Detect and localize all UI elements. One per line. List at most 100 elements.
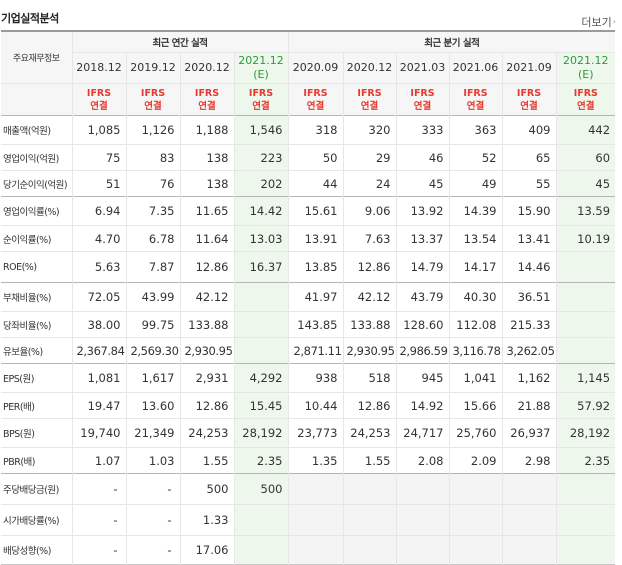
value-cell xyxy=(448,473,502,505)
ifrs-label: IFRS xyxy=(86,87,112,99)
consolidated-label: 연결 xyxy=(360,100,379,112)
value-cell: 16.37 xyxy=(233,251,288,283)
value-cell: 40.30 xyxy=(448,282,502,312)
estimate-marker: (E) xyxy=(253,68,269,81)
table-row: 매출액(억원) 1,085 1,126 1,188 1,546 318 320 333 363 4… xyxy=(1,115,616,145)
period-header: 2020.12 xyxy=(342,52,396,84)
value-cell: 138 xyxy=(179,170,234,197)
value-cell: 4,292 xyxy=(233,363,288,393)
value-cell: 15.61 xyxy=(287,196,343,226)
value-cell: 75 xyxy=(71,144,126,171)
value-cell: 13.92 xyxy=(395,196,449,226)
value-cell: 14.39 xyxy=(448,196,502,226)
value-cell: 41.97 xyxy=(287,282,343,312)
value-cell: 1.33 xyxy=(179,504,234,536)
table-row: 영업이익률(%) 6.94 7.35 11.65 14.42 15.61 9.06 13.92… xyxy=(1,196,616,226)
value-cell: 83 xyxy=(125,144,180,171)
value-cell: 133.88 xyxy=(342,311,396,338)
group-header-row: 주요재무정보 최근 연간 실적 최근 분기 실적 xyxy=(1,30,616,84)
quarter-group-header: 최근 분기 실적 xyxy=(287,30,616,53)
ifrs-label-cell xyxy=(1,83,72,116)
table-row: EPS(원) 1,081 1,617 2,931 4,292 938 518 945 1,041… xyxy=(1,363,616,393)
chevron-right-icon: › xyxy=(612,17,616,26)
value-cell xyxy=(342,473,396,505)
consolidated-label: 연결 xyxy=(252,100,270,112)
value-cell: 12.86 xyxy=(179,251,234,283)
value-cell: 57.92 xyxy=(555,392,616,419)
consolidated-label: 연결 xyxy=(144,100,162,112)
table-row: PBR(배) 1.07 1.03 1.55 2.35 1.35 1.55 2.08 2.09 2.… xyxy=(1,447,616,474)
value-cell: 333 xyxy=(395,115,449,145)
row-label: PER(배) xyxy=(1,392,72,419)
value-cell: 24 xyxy=(342,170,396,197)
value-cell xyxy=(233,282,288,312)
ifrs-header: IFRS 연결 xyxy=(448,83,502,116)
more-link[interactable]: 더보기› xyxy=(581,14,616,30)
value-cell: - xyxy=(71,535,126,565)
period-header: 2018.12 xyxy=(71,52,126,84)
value-cell: 14.17 xyxy=(448,251,502,283)
value-cell: 1,546 xyxy=(233,115,288,145)
value-cell: 13.03 xyxy=(233,225,288,252)
value-cell xyxy=(501,473,556,505)
table-row: 순이익률(%) 4.70 6.78 11.64 13.03 13.91 7.63 13.37 1… xyxy=(1,225,616,252)
value-cell: 215.33 xyxy=(501,311,556,338)
ifrs-label: IFRS xyxy=(573,87,598,99)
period-header-row: 2018.12 2019.12 2020.12 2021.12 (E) 2020.09 20… xyxy=(1,52,616,84)
table-row: PER(배) 19.47 13.60 12.86 15.45 10.44 12.86 14.9… xyxy=(1,392,616,419)
value-cell xyxy=(287,504,343,536)
value-cell: 1,081 xyxy=(71,363,126,393)
value-cell xyxy=(233,311,288,338)
consolidated-label: 연결 xyxy=(413,100,432,112)
value-cell: 2,930.95 xyxy=(179,337,234,364)
value-cell: 1.35 xyxy=(287,447,343,474)
value-cell: 320 xyxy=(342,115,396,145)
ifrs-label: IFRS xyxy=(357,87,382,99)
row-label: ROE(%) xyxy=(1,251,72,283)
ifrs-label: IFRS xyxy=(140,87,166,99)
value-cell xyxy=(448,535,502,565)
value-cell: 2,367.84 xyxy=(71,337,126,364)
consolidated-label: 연결 xyxy=(577,100,595,112)
value-cell xyxy=(555,282,616,312)
value-cell: 138 xyxy=(179,144,234,171)
value-cell: 24,253 xyxy=(342,418,396,448)
value-cell: 7.35 xyxy=(125,196,180,226)
table-row: ROE(%) 5.63 7.87 12.86 16.37 13.85 12.86 14.79 1… xyxy=(1,251,616,283)
value-cell: 21.88 xyxy=(501,392,556,419)
row-label: 영업이익률(%) xyxy=(1,196,72,226)
value-cell: 13.41 xyxy=(501,225,556,252)
value-cell: 500 xyxy=(233,473,288,505)
value-cell: 11.64 xyxy=(179,225,234,252)
section-header: 기업실적분석 더보기› xyxy=(0,0,622,30)
value-cell: 112.08 xyxy=(448,311,502,338)
value-cell: 15.66 xyxy=(448,392,502,419)
value-cell: 14.92 xyxy=(395,392,449,419)
value-cell xyxy=(501,535,556,565)
row-label: 당좌비율(%) xyxy=(1,311,72,338)
value-cell: 14.46 xyxy=(501,251,556,283)
value-cell: 223 xyxy=(233,144,288,171)
label-column-header: 주요재무정보 xyxy=(1,30,72,84)
value-cell: - xyxy=(71,504,126,536)
ifrs-header: IFRS 연결 xyxy=(125,83,180,116)
period-header: 2021.06 xyxy=(448,52,502,84)
value-cell: 6.78 xyxy=(125,225,180,252)
ifrs-label: IFRS xyxy=(410,87,435,99)
value-cell: 15.45 xyxy=(233,392,288,419)
value-cell xyxy=(555,251,616,283)
value-cell xyxy=(395,504,449,536)
estimate-marker: (E) xyxy=(578,68,594,81)
period-label: 2021.12 xyxy=(563,54,609,67)
row-label: EPS(원) xyxy=(1,363,72,393)
row-label: 매출액(억원) xyxy=(1,115,72,145)
value-cell: 13.54 xyxy=(448,225,502,252)
consolidated-label: 연결 xyxy=(520,100,538,112)
value-cell: 29 xyxy=(342,144,396,171)
value-cell xyxy=(287,535,343,565)
period-label: 2021.09 xyxy=(506,61,552,74)
value-cell: 143.85 xyxy=(287,311,343,338)
ifrs-header-row: IFRS 연결 IFRS 연결 IFRS 연결 IFRS 연결 IFRS 연결 IFRS 연결 IFRS… xyxy=(1,83,616,116)
value-cell: 7.87 xyxy=(125,251,180,283)
value-cell: 12.86 xyxy=(179,392,234,419)
